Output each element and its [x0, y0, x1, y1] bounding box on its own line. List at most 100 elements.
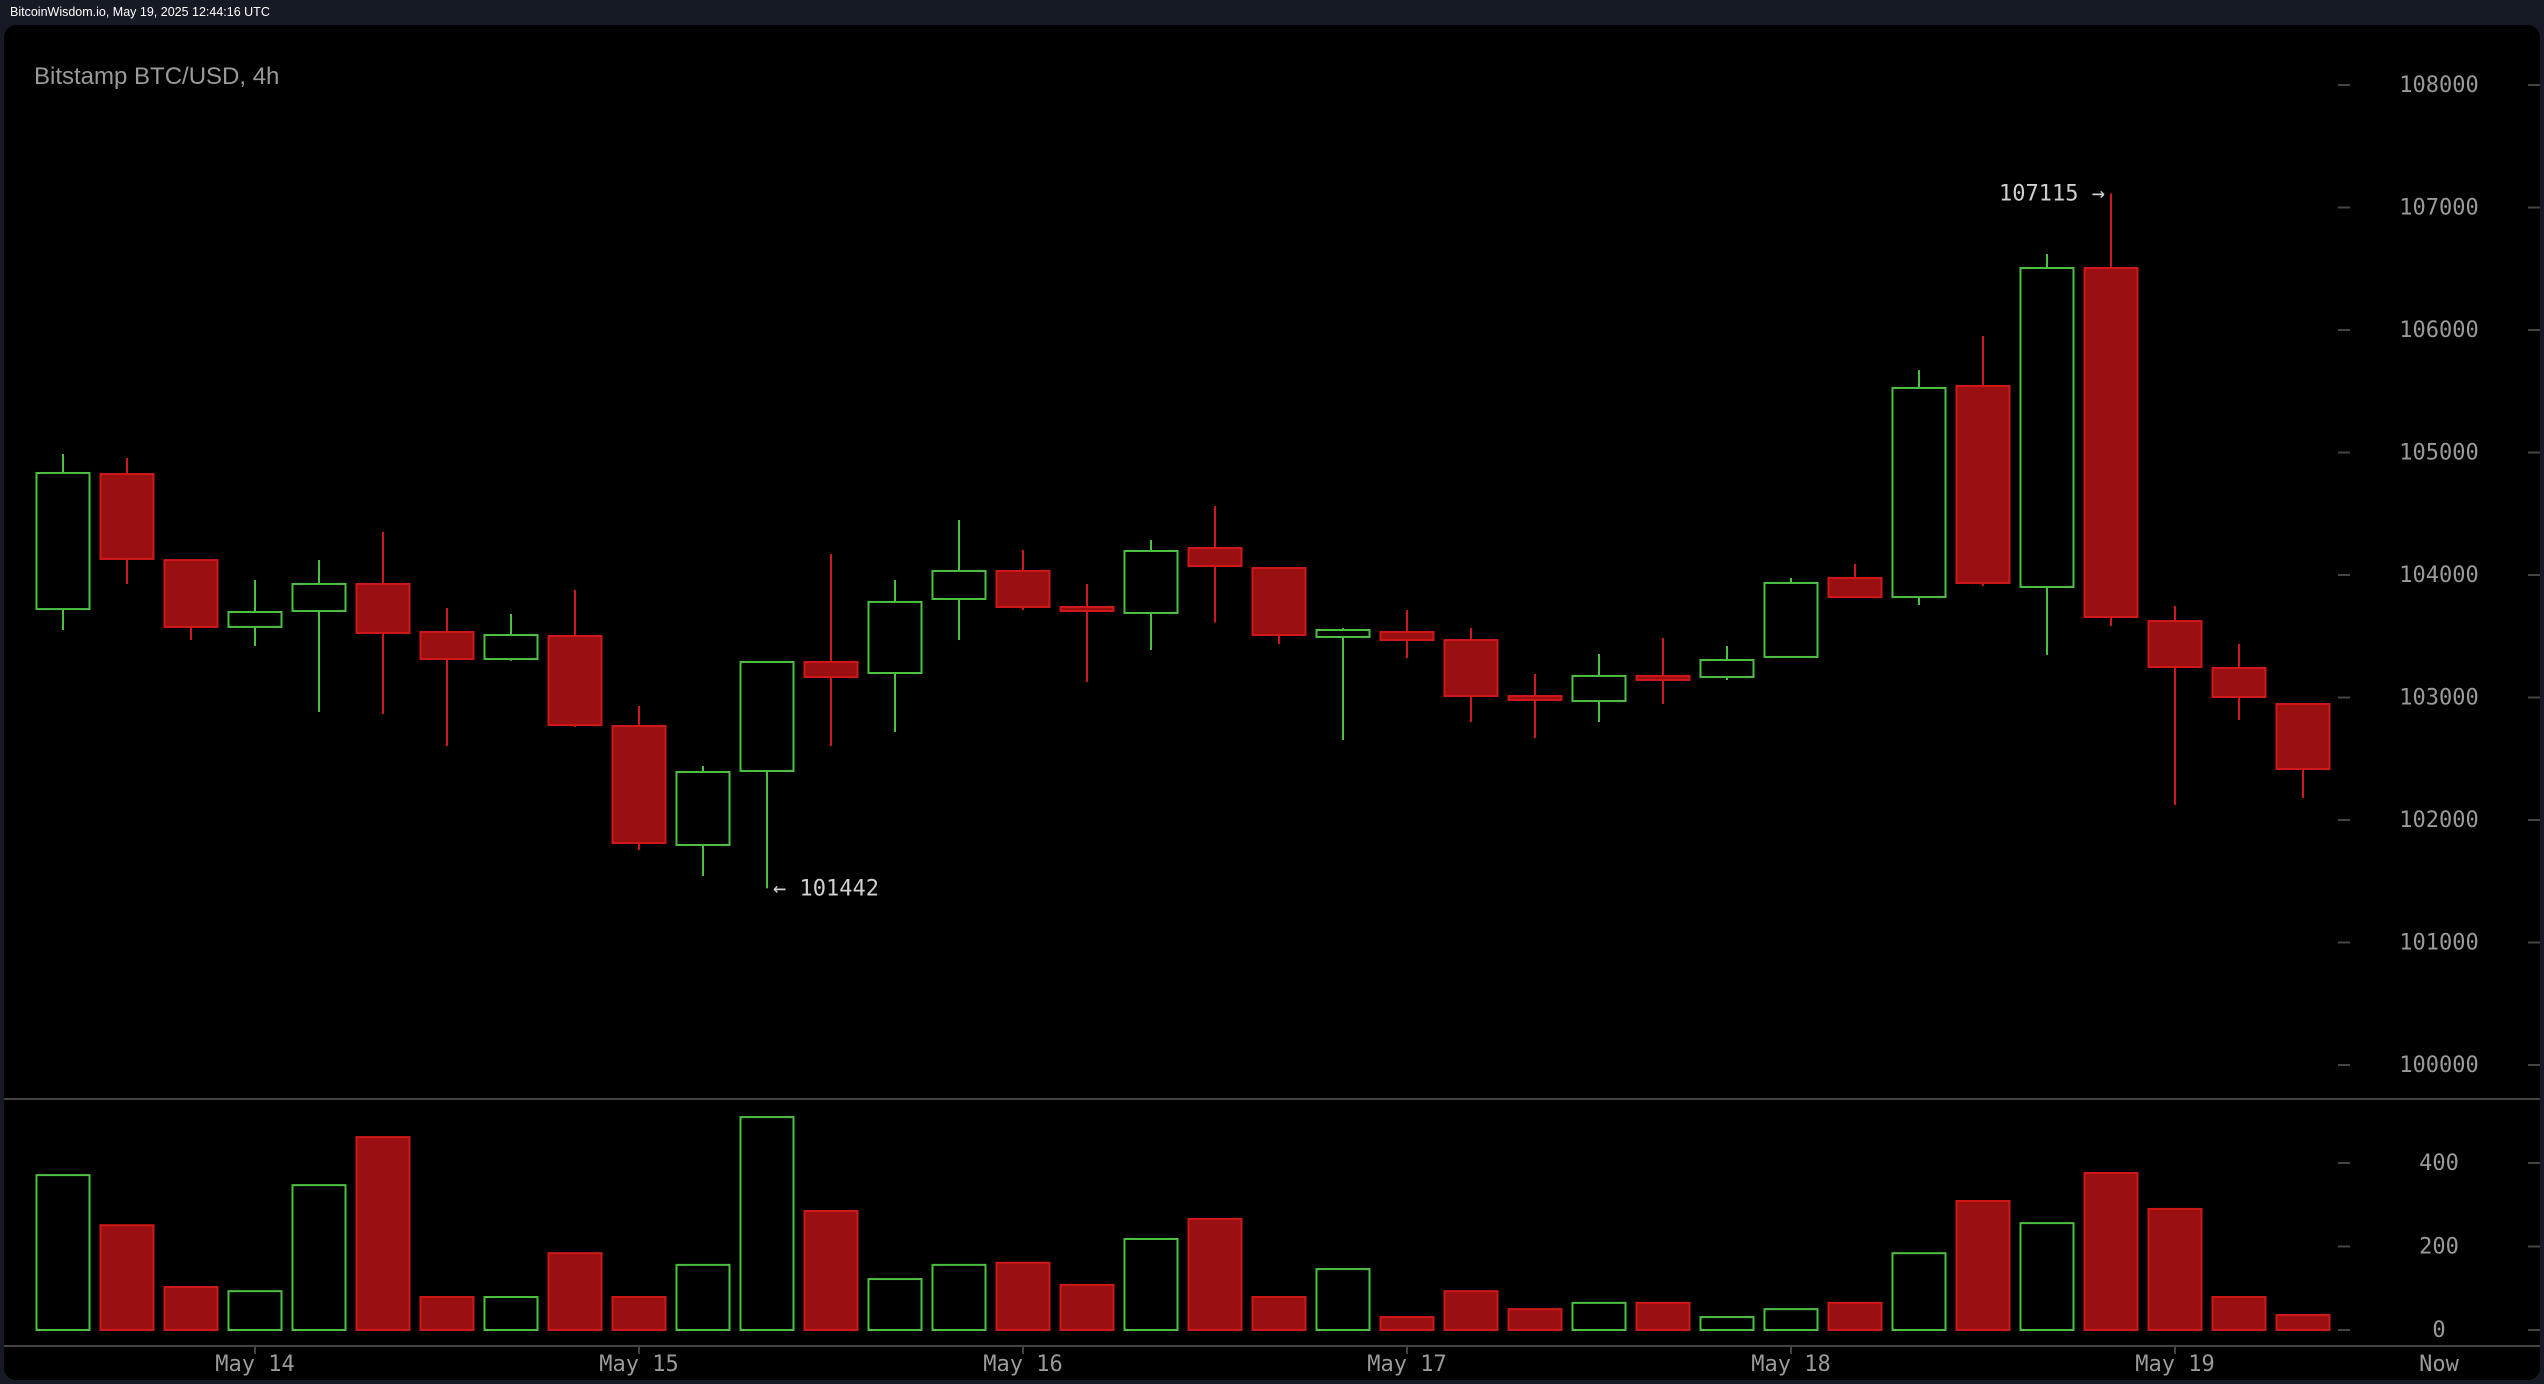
volume-bar[interactable]: [1635, 1301, 1691, 1332]
volume-bar[interactable]: [1763, 1308, 1819, 1331]
time-tick-label: May 17: [1367, 1352, 1446, 1377]
candle[interactable]: [675, 765, 731, 876]
volume-bar[interactable]: [2211, 1296, 2267, 1331]
volume-bar[interactable]: [1315, 1268, 1371, 1332]
candle[interactable]: [1059, 583, 1115, 682]
candle-body: [1251, 567, 1307, 637]
time-tick-label: May 14: [215, 1352, 294, 1377]
price-tick-label: 105000: [2399, 441, 2478, 466]
candle[interactable]: [291, 560, 347, 712]
candle[interactable]: [1123, 539, 1179, 650]
volume-bar[interactable]: [1443, 1290, 1499, 1331]
candle[interactable]: [867, 580, 923, 733]
candle-body: [1379, 630, 1435, 642]
candle-body: [1955, 384, 2011, 584]
time-tick-label: May 15: [599, 1352, 678, 1377]
volume-bar[interactable]: [867, 1278, 923, 1331]
candle[interactable]: [1635, 637, 1691, 704]
volume-bar[interactable]: [611, 1296, 667, 1331]
candle[interactable]: [1251, 567, 1307, 644]
candle-body: [1443, 639, 1499, 698]
volume-bar[interactable]: [803, 1210, 859, 1331]
candle[interactable]: [1571, 654, 1627, 722]
volume-bar[interactable]: [1699, 1316, 1755, 1331]
price-tick-label: 106000: [2399, 318, 2478, 343]
candle[interactable]: [1955, 336, 2011, 587]
volume-bar[interactable]: [419, 1296, 475, 1331]
candle[interactable]: [1187, 506, 1243, 623]
candle[interactable]: [35, 453, 91, 631]
candle[interactable]: [995, 550, 1051, 611]
volume-bar[interactable]: [2275, 1313, 2331, 1331]
candle[interactable]: [1699, 646, 1755, 680]
candle-body: [291, 582, 347, 613]
candle[interactable]: [2019, 254, 2075, 655]
volume-bar[interactable]: [1955, 1199, 2011, 1332]
candle[interactable]: [419, 607, 475, 747]
candle[interactable]: [1379, 610, 1435, 659]
candle-body: [35, 471, 91, 611]
volume-bar[interactable]: [1059, 1283, 1115, 1332]
candle-body: [803, 660, 859, 679]
candle[interactable]: [1763, 577, 1819, 658]
candle-body: [1635, 674, 1691, 681]
volume-bar[interactable]: [483, 1296, 539, 1331]
candle-body: [1123, 549, 1179, 614]
volume-bar[interactable]: [2147, 1207, 2203, 1332]
volume-bar[interactable]: [1379, 1316, 1435, 1331]
volume-bar[interactable]: [995, 1261, 1051, 1331]
candle-body: [227, 610, 283, 628]
candle[interactable]: [1507, 673, 1563, 739]
candle-body: [739, 660, 795, 772]
volume-bar[interactable]: [35, 1174, 91, 1332]
candle[interactable]: [2083, 193, 2139, 626]
candle[interactable]: [1891, 370, 1947, 606]
candle[interactable]: [2147, 605, 2203, 806]
candle[interactable]: [739, 660, 795, 889]
volume-bar[interactable]: [739, 1116, 795, 1331]
candle[interactable]: [1315, 628, 1371, 741]
candle-body: [2147, 620, 2203, 668]
volume-bar[interactable]: [355, 1136, 411, 1331]
volume-bar[interactable]: [675, 1263, 731, 1331]
volume-bar[interactable]: [163, 1285, 219, 1332]
candle[interactable]: [355, 532, 411, 715]
volume-bar[interactable]: [291, 1184, 347, 1331]
volume-bar[interactable]: [1507, 1308, 1563, 1331]
volume-bar[interactable]: [931, 1263, 987, 1331]
candle[interactable]: [803, 554, 859, 747]
volume-bar[interactable]: [1891, 1252, 1947, 1332]
volume-bar[interactable]: [1123, 1237, 1179, 1331]
volume-bar[interactable]: [2019, 1222, 2075, 1331]
candle[interactable]: [2275, 702, 2331, 798]
candle[interactable]: [931, 519, 987, 641]
candle[interactable]: [163, 559, 219, 641]
volume-bar[interactable]: [1827, 1301, 1883, 1332]
volume-bar[interactable]: [1571, 1301, 1627, 1332]
candle-body: [1507, 695, 1563, 701]
candle-body: [483, 634, 539, 661]
candle-body: [163, 559, 219, 628]
chart-panel: Bitstamp BTC/USD, 4h: [4, 25, 2540, 1380]
volume-bar[interactable]: [99, 1224, 155, 1332]
candle[interactable]: [483, 613, 539, 661]
candle-body: [1315, 629, 1371, 638]
candle[interactable]: [2211, 643, 2267, 721]
candle[interactable]: [611, 705, 667, 851]
low-price-annotation: ← 101442: [773, 876, 879, 901]
candle-body: [931, 569, 987, 601]
candle[interactable]: [547, 589, 603, 728]
candle[interactable]: [99, 458, 155, 584]
volume-tick-label: 200: [2419, 1235, 2459, 1260]
candle[interactable]: [1443, 628, 1499, 722]
volume-bar[interactable]: [1251, 1296, 1307, 1331]
candle[interactable]: [227, 580, 283, 647]
volume-bar[interactable]: [547, 1252, 603, 1332]
candle[interactable]: [1827, 563, 1883, 599]
candle-body: [1571, 674, 1627, 703]
volume-bar[interactable]: [2083, 1172, 2139, 1332]
price-tick-label: 101000: [2399, 931, 2478, 956]
volume-bar[interactable]: [1187, 1217, 1243, 1331]
volume-bar[interactable]: [227, 1290, 283, 1331]
